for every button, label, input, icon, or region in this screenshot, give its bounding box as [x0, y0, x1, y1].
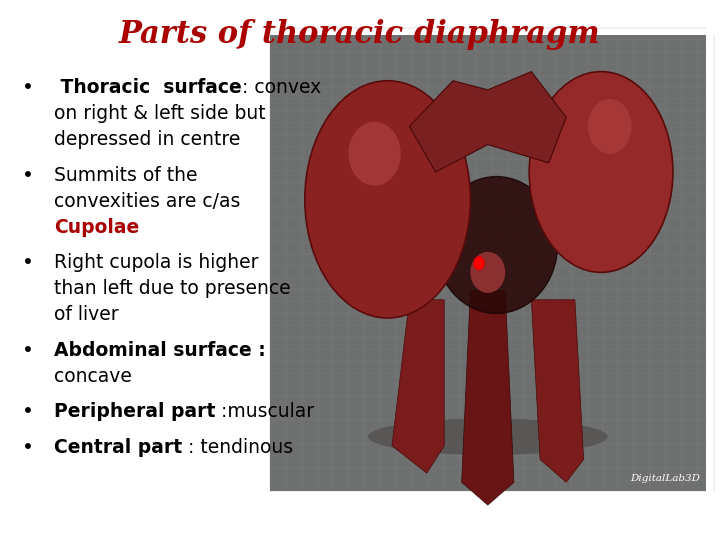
- Text: convexities are c/as: convexities are c/as: [54, 192, 240, 211]
- Text: Peripheral part: Peripheral part: [54, 402, 215, 421]
- Ellipse shape: [436, 177, 557, 313]
- Ellipse shape: [368, 418, 608, 455]
- Text: Summits of the: Summits of the: [54, 166, 197, 185]
- Ellipse shape: [305, 80, 470, 318]
- Text: depressed in centre: depressed in centre: [54, 130, 240, 149]
- Polygon shape: [410, 72, 566, 172]
- Text: •: •: [22, 253, 33, 272]
- Text: on right & left side but: on right & left side but: [54, 104, 266, 123]
- Text: than left due to presence: than left due to presence: [54, 279, 291, 298]
- Text: Parts of thoracic diaphragm: Parts of thoracic diaphragm: [120, 19, 600, 50]
- Text: Thoracic  surface: Thoracic surface: [54, 78, 242, 97]
- Text: concave: concave: [54, 367, 132, 386]
- Text: •: •: [22, 78, 33, 97]
- FancyBboxPatch shape: [270, 35, 706, 491]
- Text: Central part: Central part: [54, 438, 182, 457]
- Ellipse shape: [474, 256, 485, 270]
- Text: •: •: [22, 166, 33, 185]
- Text: : convex: : convex: [242, 78, 321, 97]
- Text: •: •: [22, 438, 33, 457]
- Ellipse shape: [588, 99, 631, 154]
- Polygon shape: [392, 300, 444, 473]
- Ellipse shape: [470, 252, 505, 293]
- Text: Cupolae: Cupolae: [54, 218, 139, 237]
- Polygon shape: [531, 300, 584, 482]
- Text: :muscular: :muscular: [215, 402, 315, 421]
- Text: DigitalLab3D: DigitalLab3D: [630, 474, 700, 483]
- Text: Abdominal surface :: Abdominal surface :: [54, 341, 266, 360]
- Ellipse shape: [348, 122, 400, 186]
- Ellipse shape: [529, 72, 673, 272]
- Text: •: •: [22, 402, 33, 421]
- Text: Right cupola is higher: Right cupola is higher: [54, 253, 258, 272]
- Text: •: •: [22, 341, 33, 360]
- Text: : tendinous: : tendinous: [182, 438, 293, 457]
- Polygon shape: [462, 291, 514, 505]
- Text: of liver: of liver: [54, 305, 119, 324]
